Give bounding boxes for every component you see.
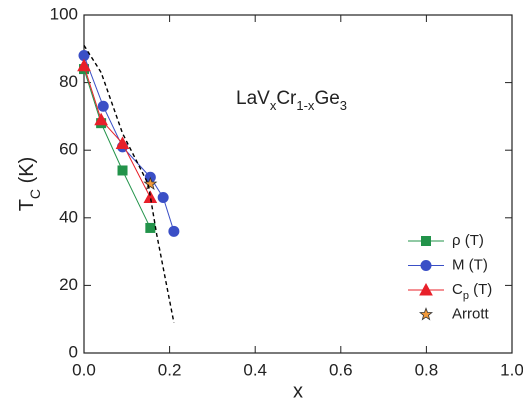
text-part: ρ (T) [452, 232, 484, 249]
legend-marker [419, 282, 433, 296]
marker [143, 176, 158, 190]
y-tick-label: 100 [50, 4, 78, 23]
x-tick-label: 0.0 [72, 360, 96, 379]
legend-label: Arrott [452, 305, 490, 322]
y-tick-label: 20 [59, 275, 78, 294]
legend-label: M (T) [452, 256, 488, 273]
subscript: C [27, 189, 43, 199]
y-tick-label: 0 [69, 342, 78, 361]
legend-marker [421, 236, 431, 246]
marker [77, 58, 91, 72]
marker [143, 190, 158, 204]
text-part: (K) [16, 157, 38, 189]
dashed-line [83, 45, 175, 323]
text-part: Cr [276, 88, 297, 109]
legend-marker [420, 260, 432, 271]
text-part: Arrott [452, 305, 490, 322]
subscript: 3 [340, 98, 347, 113]
y-axis-label: TC (K) [16, 157, 42, 212]
marker [117, 165, 128, 176]
marker [145, 222, 156, 233]
subscript: x [270, 98, 277, 113]
legend-marker [419, 307, 433, 321]
x-tick-label: 0.4 [243, 360, 267, 379]
x-axis-label: x [293, 380, 303, 402]
subscript: 1-x [296, 98, 315, 113]
text-part: (T) [469, 281, 492, 298]
marker [94, 112, 108, 126]
marker [115, 136, 130, 149]
text-part: C [452, 281, 463, 298]
marker [157, 192, 169, 204]
legend-label: ρ (T) [452, 232, 484, 249]
series-line [83, 55, 175, 232]
x-tick-label: 0.6 [329, 360, 353, 379]
text-part: M (T) [452, 256, 488, 273]
series-line [83, 65, 151, 198]
text-part: LaV [236, 88, 270, 109]
annotation: LaVxCr1-xGe3 [236, 88, 347, 113]
y-tick-label: 40 [59, 207, 78, 226]
text-part: Ge [314, 88, 339, 109]
marker [168, 225, 180, 237]
x-tick-label: 0.2 [158, 360, 182, 379]
series-line [83, 68, 151, 229]
marker [97, 100, 109, 112]
legend-label: Cp (T) [452, 281, 492, 302]
x-tick-label: 0.8 [415, 360, 439, 379]
plot-frame [83, 14, 513, 354]
subscript: p [463, 290, 469, 302]
text-part: T [16, 199, 38, 211]
y-tick-label: 80 [59, 72, 78, 91]
y-tick-label: 60 [59, 140, 78, 159]
x-tick-label: 1.0 [500, 360, 523, 379]
